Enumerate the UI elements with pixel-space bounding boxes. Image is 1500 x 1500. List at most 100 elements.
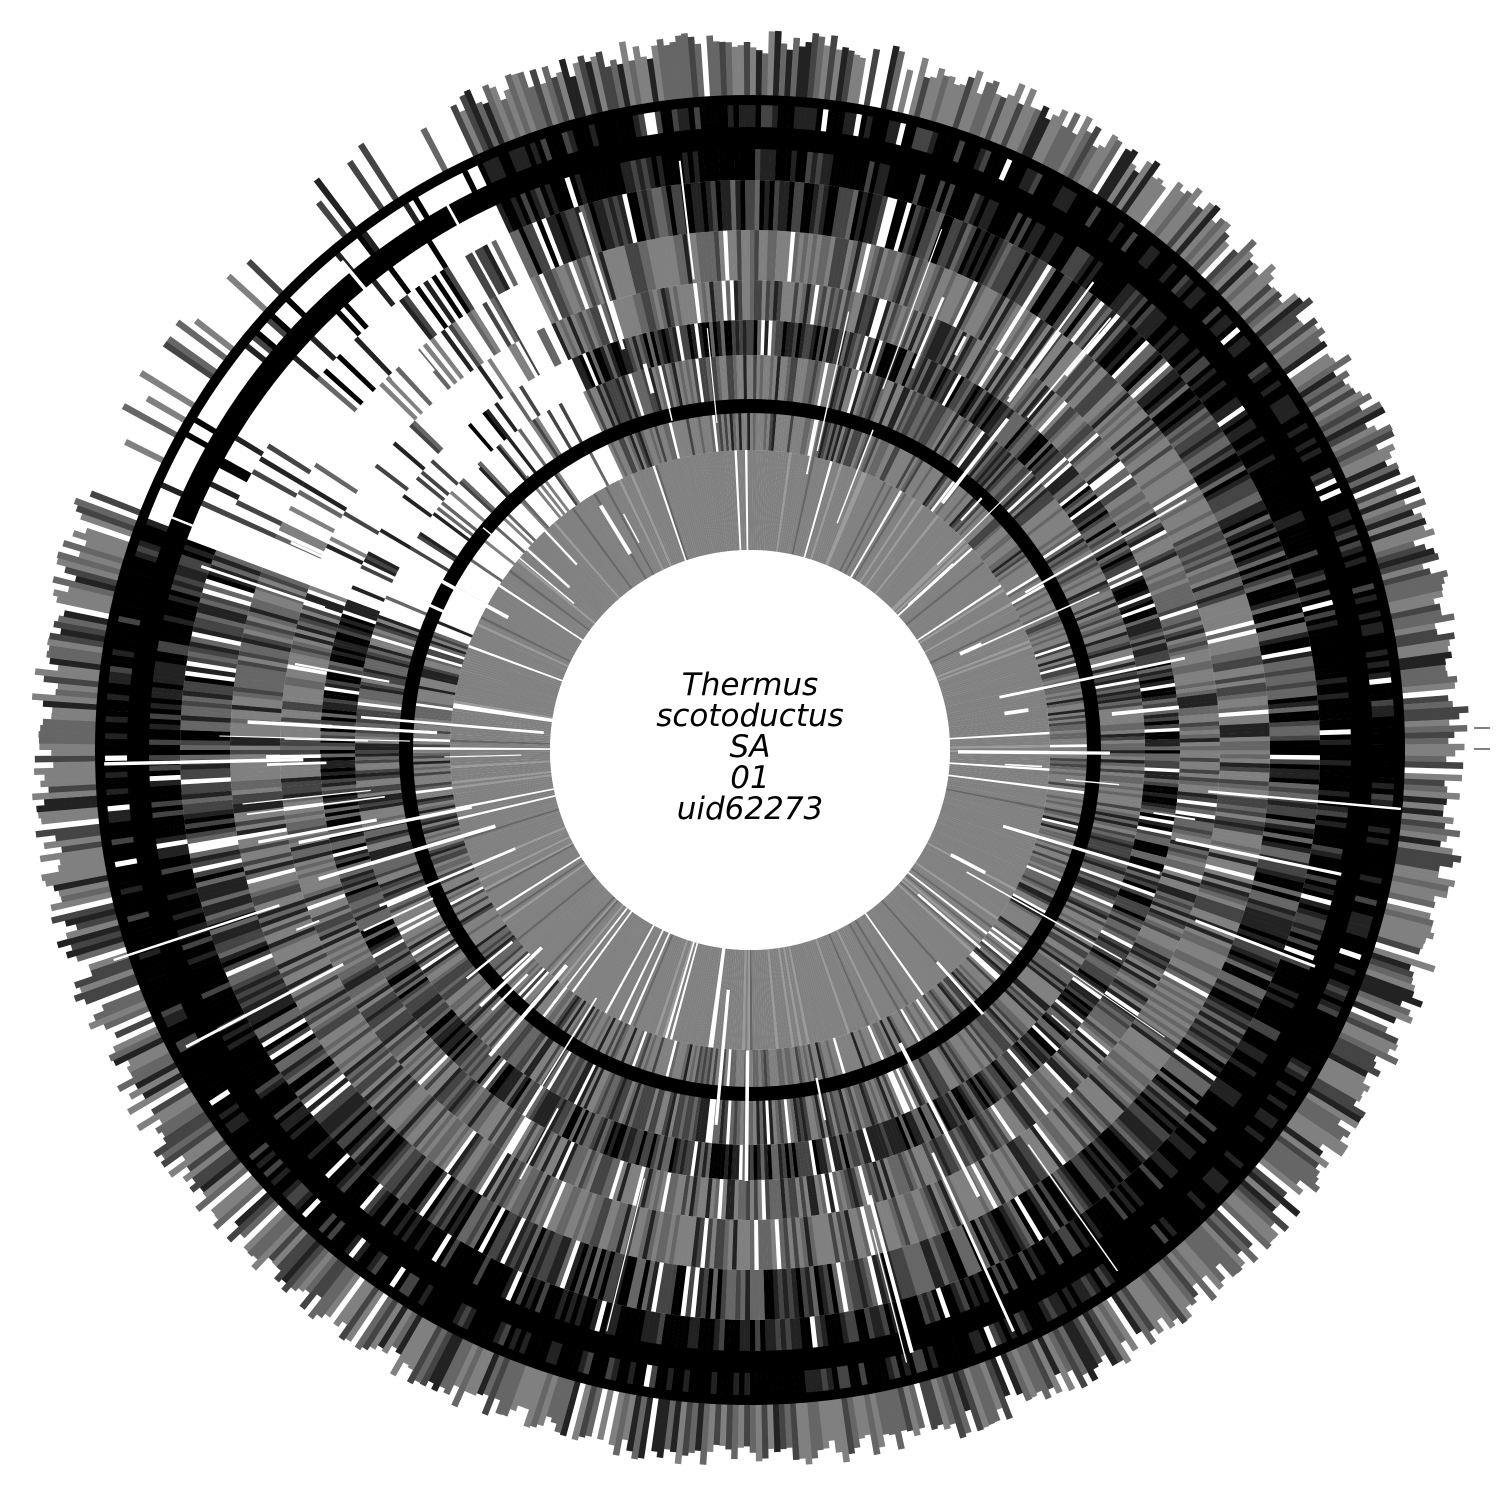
track-segment (451, 715, 552, 730)
track-segment (1137, 822, 1173, 833)
track-segment (845, 422, 863, 467)
track-segment (944, 677, 1042, 704)
track-segment (356, 718, 407, 726)
track-segment (952, 969, 986, 1005)
track-segment (704, 1142, 713, 1178)
track-segment (984, 355, 1010, 392)
track-segment (1165, 857, 1205, 872)
track-segment (677, 944, 704, 1042)
track-segment (871, 907, 935, 989)
track-segment (928, 322, 949, 361)
track-segment (940, 420, 971, 465)
track-segment (648, 1169, 661, 1210)
track-segment (1063, 488, 1094, 513)
track-segment (934, 826, 1028, 868)
track-segment (793, 457, 818, 556)
track-segment (558, 1051, 586, 1098)
track-segment (456, 980, 496, 1017)
track-segment (753, 450, 758, 551)
track-segment (1092, 786, 1143, 795)
track-segment (529, 420, 560, 464)
track-segment (1110, 575, 1145, 593)
track-segment (179, 744, 230, 750)
track-segment (980, 1004, 1017, 1044)
track-segment (1129, 948, 1167, 971)
track-segment (944, 375, 966, 408)
track-segment (649, 466, 685, 562)
track-segment (351, 585, 386, 602)
track-segment (491, 1065, 515, 1096)
track-segment (1042, 812, 1088, 825)
track-segment (823, 470, 863, 565)
track-segment (624, 1127, 638, 1163)
track-ring (319, 319, 1181, 1181)
track-segment (974, 449, 1010, 490)
track-segment (545, 528, 615, 604)
track-segment (425, 1009, 455, 1035)
track-segment (876, 382, 899, 431)
track-segment (502, 577, 587, 637)
track-segment (817, 1041, 831, 1087)
track-segment (452, 776, 552, 792)
track-segment (320, 753, 356, 758)
track-segment (885, 528, 955, 604)
track-segment (466, 649, 562, 685)
track-segment (584, 916, 642, 1002)
track-segment (904, 1005, 931, 1046)
track-segment (928, 613, 1019, 661)
track-segment (322, 794, 358, 803)
track-segment (797, 1091, 809, 1142)
track-segment (481, 613, 572, 661)
track-segment (725, 1179, 732, 1220)
track-segment (765, 405, 772, 451)
track-segment (511, 342, 536, 380)
track-segment (609, 483, 658, 574)
track-segment (1069, 435, 1103, 466)
track-segment (1042, 672, 1087, 686)
track-segment (286, 820, 327, 832)
track-segment (745, 1180, 750, 1221)
track-segment (789, 357, 799, 408)
track-segment (794, 282, 804, 323)
track-segment (690, 409, 701, 455)
track-segment (590, 919, 646, 1006)
track-segment (830, 417, 846, 462)
track-segment (798, 358, 809, 409)
track-segment (481, 938, 519, 970)
track-segment (343, 511, 380, 535)
track-segment (514, 969, 548, 1005)
track-segment (402, 494, 433, 518)
track-segment (948, 972, 981, 1009)
track-segment (864, 297, 880, 337)
track-segment (922, 994, 951, 1033)
track-segment (986, 537, 1024, 568)
track-segment (311, 903, 350, 923)
track-segment (739, 450, 745, 551)
track-segment (1010, 974, 1051, 1010)
track-segment (1033, 845, 1078, 863)
track-segment (745, 1220, 750, 1271)
track-segment (324, 804, 360, 814)
track-segment (796, 409, 808, 455)
track-segment (728, 949, 738, 1050)
track-segment (799, 409, 811, 455)
track-segment (976, 397, 1000, 429)
track-segment (562, 1001, 589, 1041)
track-segment (525, 1086, 547, 1119)
track-segment (831, 1171, 844, 1212)
track-segment (750, 179, 756, 230)
track-segment (406, 716, 452, 724)
track-segment (1028, 620, 1071, 641)
track-segment (744, 1270, 750, 1321)
track-segment (1088, 950, 1121, 972)
track-segment (734, 1049, 740, 1095)
track-segment (465, 919, 505, 948)
track-segment (229, 749, 280, 755)
track-segment (690, 323, 699, 359)
track-segment (179, 749, 230, 755)
track-segment (839, 481, 887, 572)
track-segment (438, 962, 480, 996)
track-segment (356, 708, 407, 717)
track-segment (606, 925, 657, 1015)
track-segment (1143, 784, 1179, 792)
